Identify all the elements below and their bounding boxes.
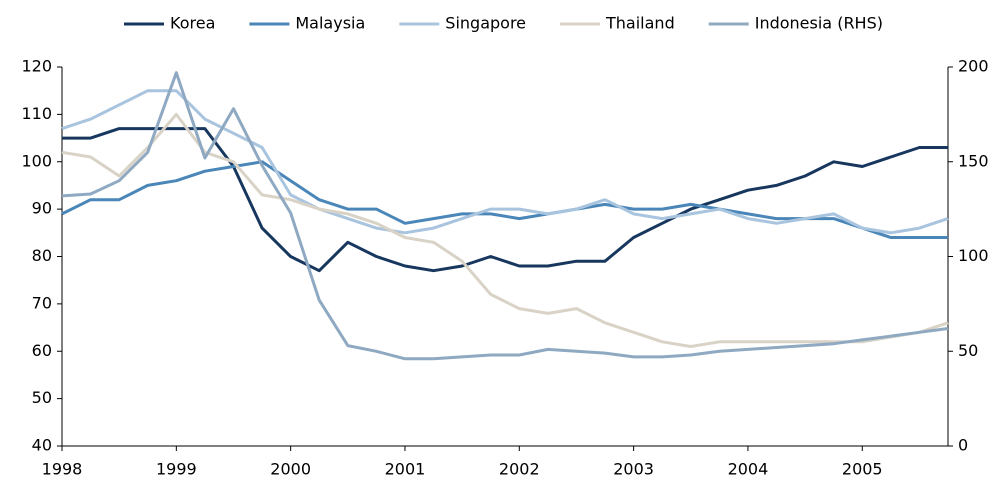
y-tick-label: 80 xyxy=(32,246,52,265)
series-line xyxy=(61,71,949,361)
y2-tick-label: 200 xyxy=(958,57,989,76)
x-tick-label: 2001 xyxy=(385,460,426,479)
series-line xyxy=(61,89,949,235)
y-tick-label: 90 xyxy=(32,199,52,218)
series-line xyxy=(61,112,949,348)
x-tick-label: 1998 xyxy=(42,460,83,479)
y-tick-label: 110 xyxy=(21,104,52,123)
x-tick-label: 2000 xyxy=(270,460,311,479)
y-tick-label: 100 xyxy=(21,151,52,170)
y-tick-label: 60 xyxy=(32,341,52,360)
x-tick-label: 2002 xyxy=(499,460,540,479)
y2-tick-label: 0 xyxy=(958,436,968,455)
y-tick-label: 120 xyxy=(21,57,52,76)
legend-label: Korea xyxy=(170,14,215,33)
x-tick-label: 2005 xyxy=(842,460,883,479)
x-tick-label: 1999 xyxy=(156,460,197,479)
legend-label: Thailand xyxy=(605,14,675,33)
x-tick-label: 2003 xyxy=(613,460,654,479)
y-tick-label: 50 xyxy=(32,388,52,407)
legend-label: Malaysia xyxy=(295,14,365,33)
series-line xyxy=(62,127,948,273)
y-tick-label: 70 xyxy=(32,293,52,312)
y2-tick-label: 150 xyxy=(958,151,989,170)
y2-tick-label: 100 xyxy=(958,246,989,265)
y-tick-label: 40 xyxy=(32,436,52,455)
legend-label: Indonesia (RHS) xyxy=(755,14,883,33)
x-tick-label: 2004 xyxy=(728,460,769,479)
legend-label: Singapore xyxy=(445,14,526,33)
y2-tick-label: 50 xyxy=(958,341,978,360)
series-line xyxy=(61,160,948,239)
